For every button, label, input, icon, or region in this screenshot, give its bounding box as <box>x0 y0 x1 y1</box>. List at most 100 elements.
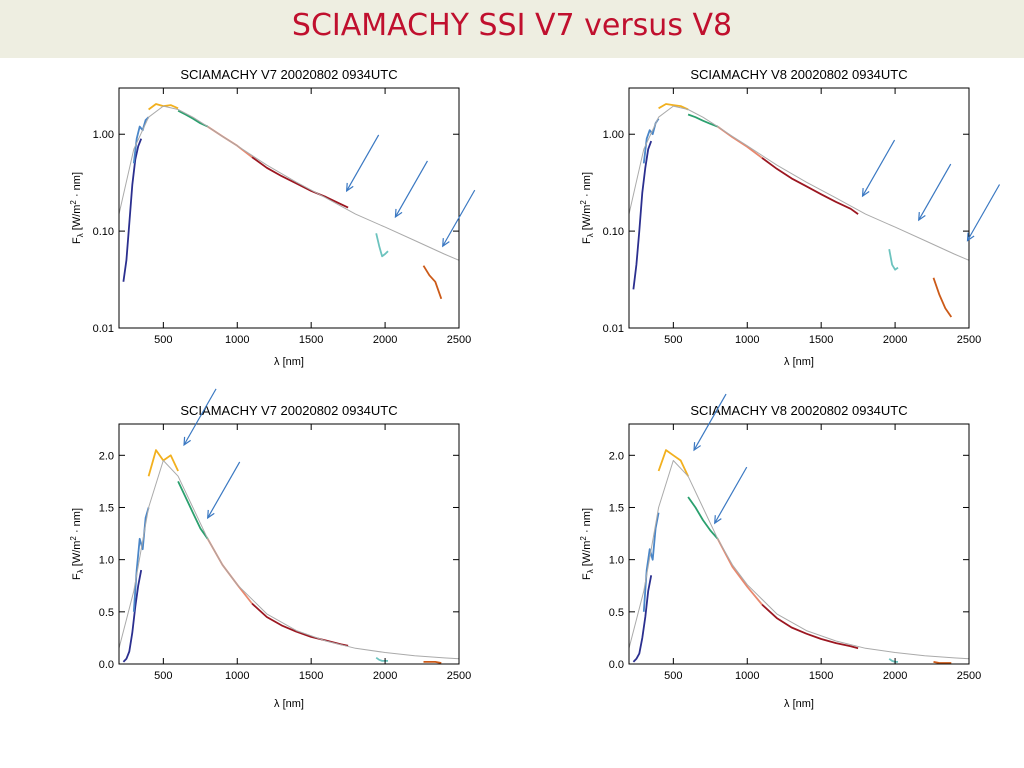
x-tick-label: 500 <box>664 670 682 682</box>
arrow-shaft <box>442 189 476 247</box>
channel-8-line <box>932 277 953 318</box>
x-axis-label: λ [nm] <box>274 698 304 710</box>
arrow-shaft <box>394 160 428 218</box>
chart-title: SCIAMACHY V8 20020802 0934UTC <box>690 403 907 418</box>
y-label-end: · nm] <box>71 172 83 200</box>
channel-7-line <box>375 233 389 258</box>
y-label-rest: [W/m <box>581 541 593 570</box>
annotation-arrow <box>861 139 896 198</box>
reference-spectrum-line <box>118 460 460 660</box>
y-label-main: F <box>581 573 593 580</box>
annotation-arrow <box>966 184 1001 242</box>
arrow-head <box>442 238 450 248</box>
arrow-head <box>183 436 191 447</box>
x-axis-label: λ [nm] <box>784 698 814 710</box>
y-axis-label: Fλ [W/m2 · nm] <box>579 508 595 580</box>
channel-4-line <box>177 109 209 128</box>
channel-7-line <box>888 658 898 663</box>
y-axis-label: Fλ [W/m2 · nm] <box>69 172 85 244</box>
y-tick-label: 0.01 <box>603 323 624 335</box>
x-tick-label: 500 <box>154 670 172 682</box>
arrow-shaft <box>714 466 748 524</box>
channel-6-line <box>251 156 349 209</box>
x-tick-label: 1000 <box>225 334 249 346</box>
chart-v8-linear: SCIAMACHY V8 20020802 0934UTC 500 1000 1… <box>579 393 981 710</box>
channel-3-line <box>657 449 689 477</box>
annotation-arrow <box>183 388 217 447</box>
channel-6-line <box>761 603 859 650</box>
y-label-rest: [W/m <box>71 205 83 234</box>
arrow-head <box>345 182 354 193</box>
x-tick-label: 1000 <box>735 334 759 346</box>
channel-5-line <box>716 538 763 606</box>
x-axis-label: λ [nm] <box>274 356 304 368</box>
annotation-arrow <box>918 163 952 222</box>
plot-area <box>628 449 970 664</box>
plot-area <box>118 449 460 664</box>
channel-8-line <box>933 661 952 664</box>
annotation-arrow <box>345 134 380 193</box>
arrow-head <box>714 515 722 525</box>
y-axis-label: Fλ [W/m2 · nm] <box>579 172 595 244</box>
y-label-sup: 2 <box>579 536 588 541</box>
y-label-end: · nm] <box>581 508 593 536</box>
title-bar: SCIAMACHY SSI V7 versus V8 <box>0 0 1024 58</box>
arrow-shaft <box>346 134 380 192</box>
channel-8-line <box>422 265 443 300</box>
channel-7-line <box>888 249 899 271</box>
y-label-end: · nm] <box>581 172 593 200</box>
y-tick-label: 0.0 <box>99 659 114 671</box>
y-label-sub: λ <box>76 569 85 573</box>
y-label-sub: λ <box>76 233 85 237</box>
plot-frame <box>118 423 460 665</box>
y-tick-label: 0.5 <box>99 607 114 619</box>
y-axis-label: Fλ [W/m2 · nm] <box>69 508 85 580</box>
chart-v7-log: SCIAMACHY V7 20020802 0934UTC 500 1000 1… <box>69 67 476 368</box>
y-label-sub: λ <box>586 569 595 573</box>
channel-8-line <box>423 660 442 664</box>
reference-spectrum-line <box>628 460 970 660</box>
channel-2-line <box>642 118 660 164</box>
y-label-main: F <box>71 573 83 580</box>
x-tick-label: 1000 <box>735 670 759 682</box>
channel-2-line <box>642 512 660 612</box>
plot-frame <box>118 87 460 329</box>
arrow-shaft <box>207 461 241 519</box>
annotation-arrow <box>394 160 428 219</box>
channel-1-line <box>632 575 653 663</box>
channel-1-line <box>632 140 653 290</box>
x-axis-label: λ [nm] <box>784 356 814 368</box>
reference-spectrum-line <box>628 105 970 261</box>
y-label-main: F <box>71 237 83 244</box>
plot-frame <box>628 87 970 329</box>
y-label-sup: 2 <box>69 536 78 541</box>
channel-4-line <box>177 481 209 540</box>
x-tick-label: 2000 <box>373 334 397 346</box>
x-tick-label: 500 <box>664 334 682 346</box>
chart-title: SCIAMACHY V7 20020802 0934UTC <box>180 403 397 418</box>
arrow-head <box>394 208 403 219</box>
channel-3-line <box>147 449 179 477</box>
y-tick-label: 0.0 <box>609 659 624 671</box>
x-tick-label: 1500 <box>299 334 323 346</box>
plot-area <box>628 103 970 318</box>
x-tick-label: 2500 <box>447 334 471 346</box>
x-tick-label: 2500 <box>447 670 471 682</box>
channel-4-line <box>687 113 719 128</box>
y-label-sub: λ <box>586 233 595 237</box>
arrow-head <box>861 188 870 198</box>
y-label-sup: 2 <box>69 200 78 205</box>
y-tick-label: 1.00 <box>603 129 624 141</box>
y-label-rest: [W/m <box>581 205 593 234</box>
annotation-arrow <box>693 393 727 452</box>
arrow-shaft <box>183 388 217 446</box>
arrow-head <box>918 212 926 222</box>
plot-area <box>118 103 460 300</box>
y-tick-label: 0.10 <box>603 226 624 238</box>
channel-6-line <box>251 602 349 647</box>
arrow-head <box>966 232 975 242</box>
channel-1-line <box>122 138 143 282</box>
chart-v8-log: SCIAMACHY V8 20020802 0934UTC 500 1000 1… <box>579 67 1001 368</box>
y-tick-label: 0.01 <box>93 323 114 335</box>
x-tick-label: 2500 <box>957 334 981 346</box>
